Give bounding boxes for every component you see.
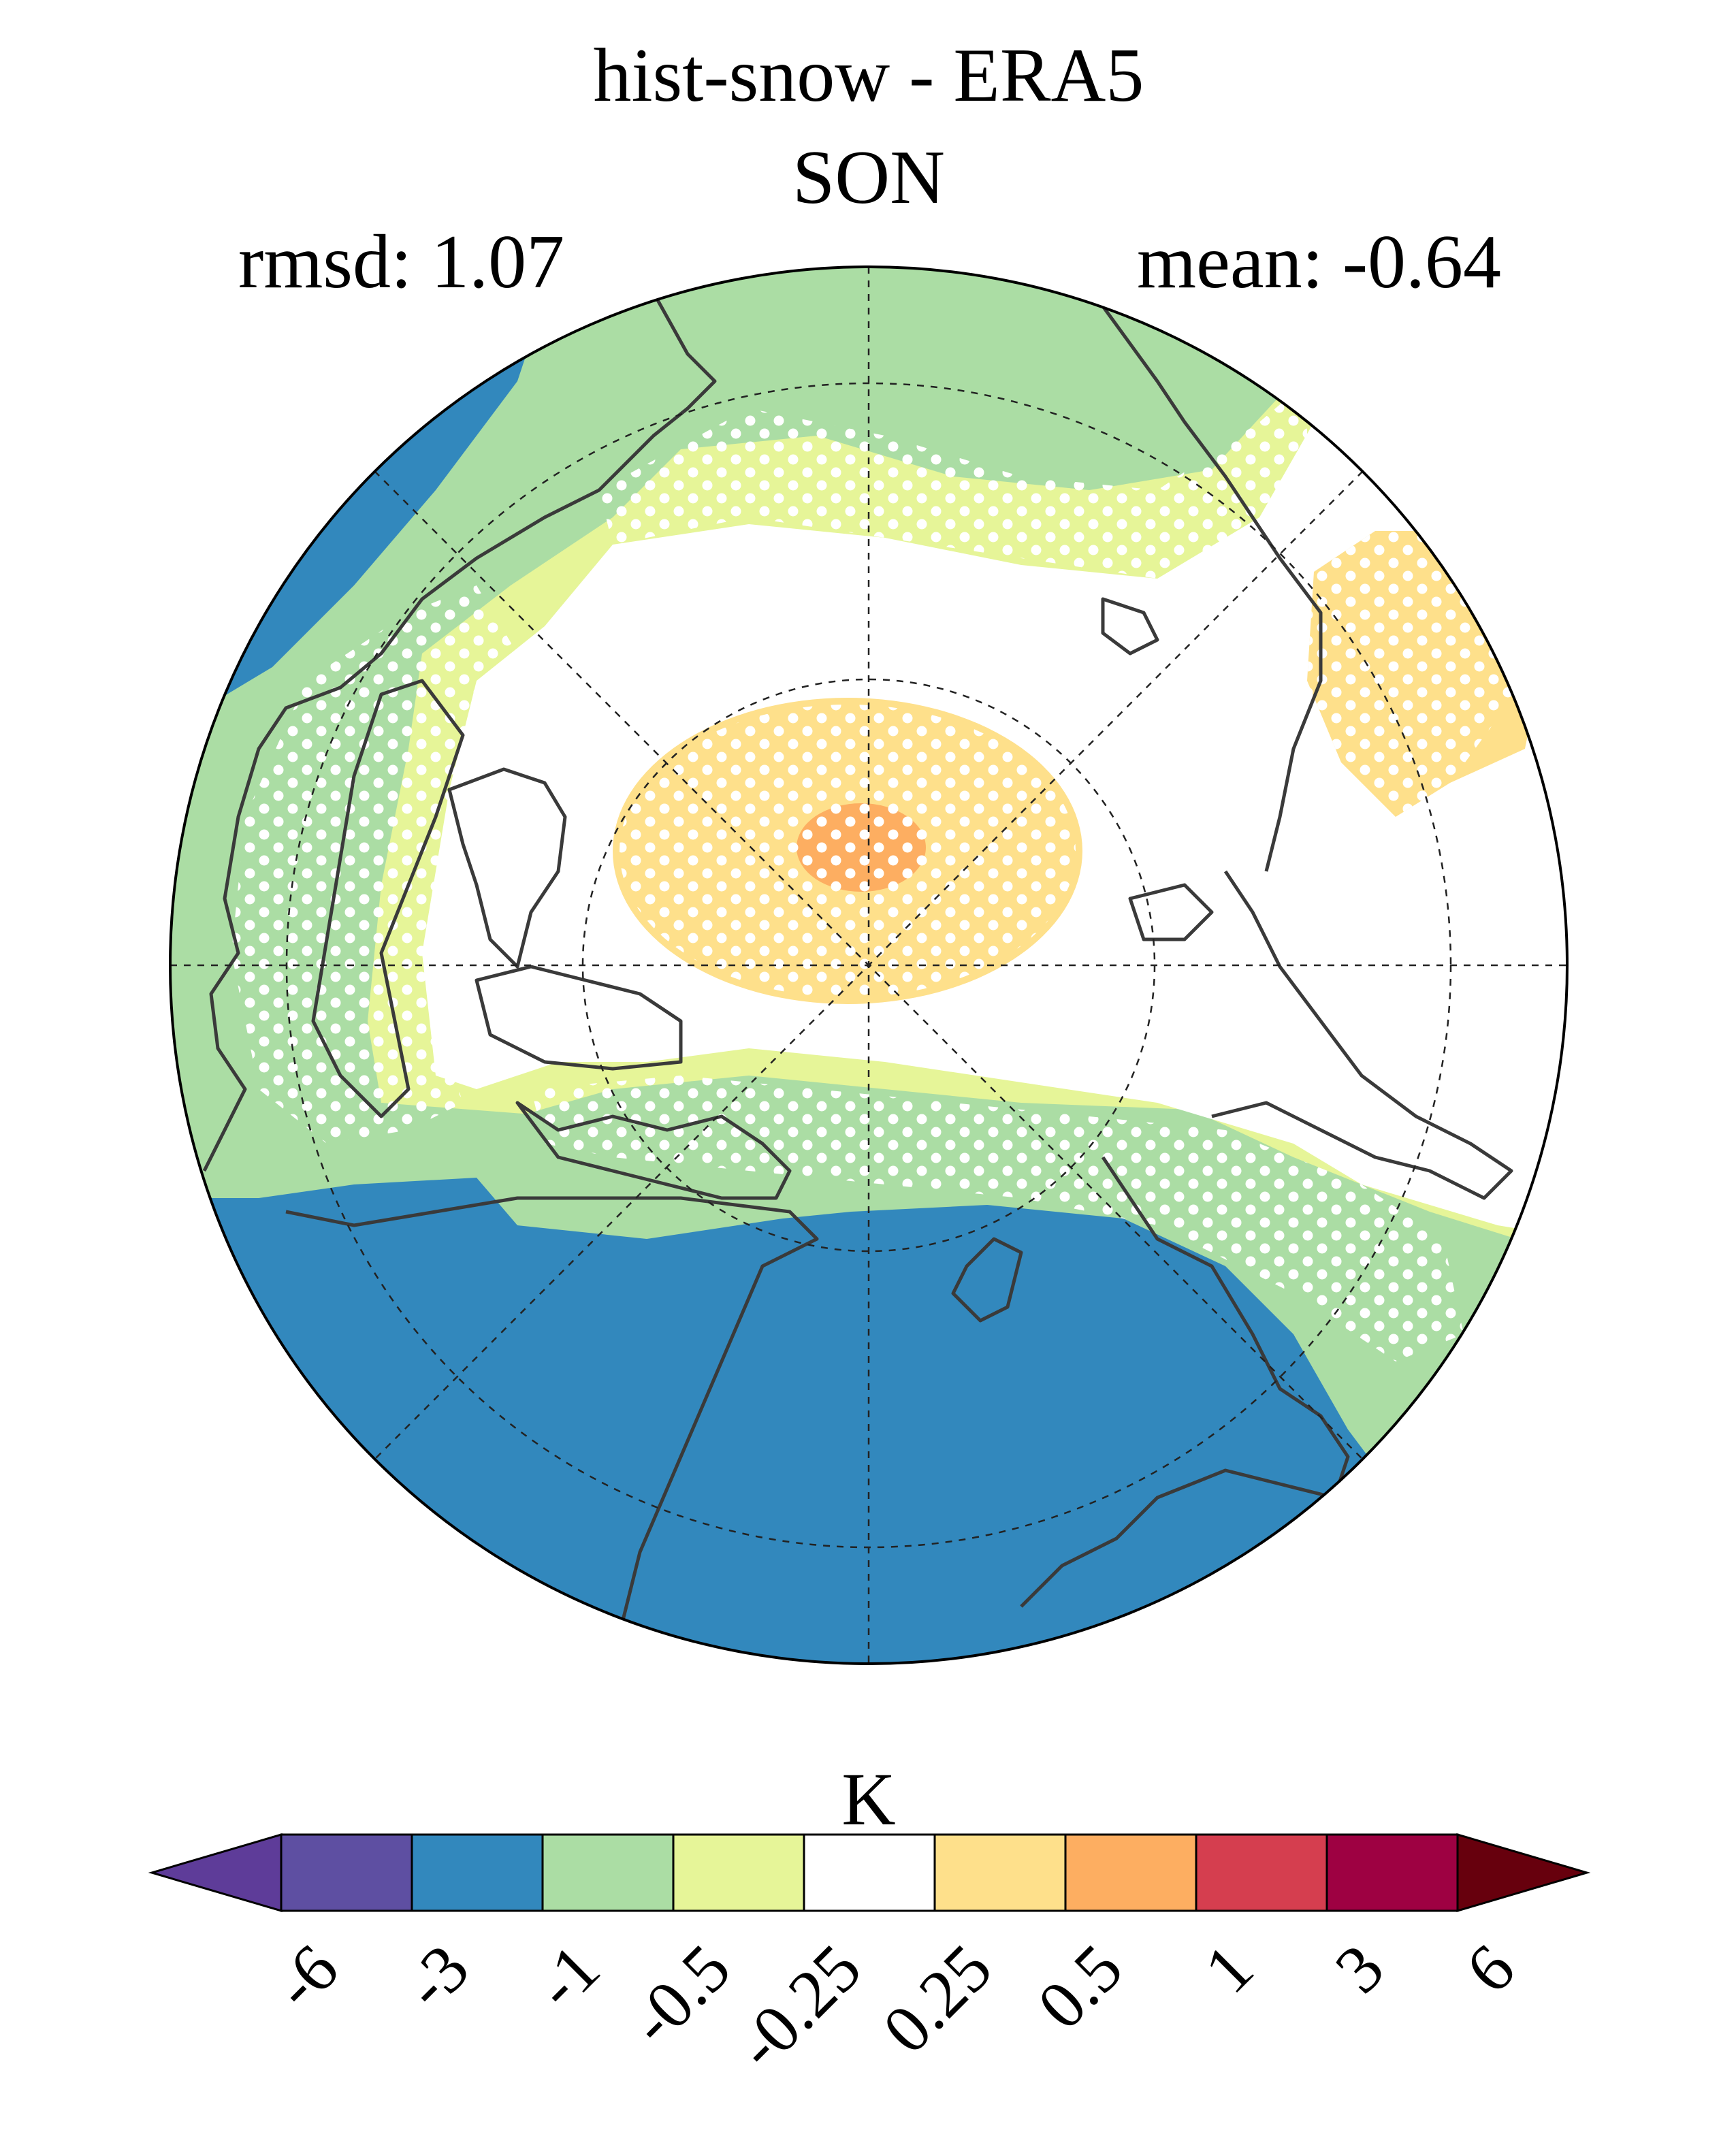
- map-boundary: [169, 265, 1569, 1665]
- colorbar-tick-labels: -6 -3 -1 -0.5-0.250.25 0.5 1 3 6: [259, 1930, 1528, 2084]
- coastlines: [202, 291, 1513, 1662]
- coast-scandinavia: [311, 679, 465, 1118]
- coast-alaska-siberia: [951, 1237, 1023, 1323]
- deep-negative-region-eurasia: [170, 1178, 1498, 1664]
- colorbar-over-arrow: [1456, 1833, 1591, 1913]
- rmsd-label: rmsd: 1.07: [238, 220, 564, 304]
- colorbar-unit-label: K: [841, 1758, 895, 1841]
- colorbar-swatch: [541, 1833, 675, 1912]
- coast-canadian-archipelago: [475, 965, 683, 1071]
- colorbar-swatch: [1064, 1833, 1197, 1912]
- coast-hudson-bay: [515, 1101, 792, 1200]
- colorbar-under-arrow: [148, 1833, 283, 1913]
- colorbar-tick-label: -6: [259, 1930, 352, 2023]
- coast-north-america: [285, 1196, 819, 1662]
- coast-alaska-islands: [1101, 597, 1159, 656]
- colorbar-swatch: [411, 1833, 544, 1912]
- colorbar-swatch: [1325, 1833, 1459, 1912]
- colorbar-tick-label: -3: [389, 1930, 483, 2023]
- coast-europe: [202, 291, 717, 1172]
- meridian-diag-2: [374, 470, 1364, 1460]
- colorbar-swatch: [280, 1833, 413, 1912]
- season-label: SON: [792, 135, 945, 220]
- stipple-band-left: [231, 585, 517, 1144]
- colorbar-swatch: [803, 1833, 936, 1912]
- mean-label: mean: -0.64: [1137, 220, 1501, 304]
- colorbar-tick-label: 0.25: [869, 1930, 1006, 2067]
- colorbar-swatch: [933, 1833, 1067, 1912]
- colorbar-swatch: [672, 1833, 805, 1912]
- coast-greenland: [447, 767, 567, 969]
- colorbar-tick-label: -1: [520, 1930, 613, 2023]
- stipple-band-upper: [599, 381, 1307, 579]
- colorbar: [148, 1833, 1591, 1913]
- colorbar-swatch: [1195, 1833, 1328, 1912]
- stipple-pole: [620, 705, 1076, 997]
- coast-svalbard: [1128, 883, 1214, 941]
- colorbar-tick-label: -0.5: [615, 1930, 744, 2059]
- coast-asia-east: [1020, 1156, 1350, 1608]
- plot-title: hist-snow - ERA5: [594, 33, 1144, 118]
- coast-siberia-upper: [1101, 305, 1323, 872]
- colorbar-tick-label: 1: [1190, 1930, 1268, 2007]
- polar-map: [169, 265, 1569, 1665]
- coast-siberia-north: [1211, 870, 1513, 1200]
- colorbar-tick-label: 3: [1321, 1930, 1398, 2007]
- colorbar-tick-label: 0.5: [1023, 1930, 1137, 2044]
- graticule: [170, 267, 1567, 1664]
- colorbar-tick-label: 6: [1451, 1930, 1529, 2007]
- colorbar-tick-label: -0.25: [722, 1930, 875, 2084]
